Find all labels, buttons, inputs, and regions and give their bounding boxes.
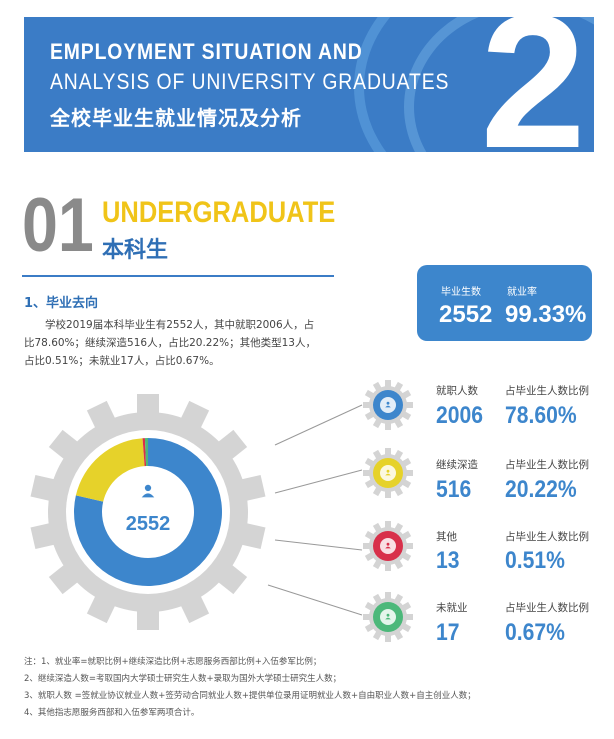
person-icon [385, 617, 391, 620]
note-line: 2、继续深造人数=考取国内大学硕士研究生人数+录取为国外大学硕士研究生人数； [24, 674, 342, 684]
person-icon [386, 469, 390, 473]
donut-slice [73, 438, 222, 587]
ratio-label: 占毕业生人数比例 [505, 531, 589, 543]
category-label: 继续深造 [436, 459, 478, 471]
small-gear-center [380, 465, 396, 481]
donut-slice [144, 438, 148, 467]
graduates-label: 毕业生数 [441, 287, 481, 298]
category-label: 未就业 [436, 602, 468, 614]
connector-line [267, 584, 363, 616]
big-gear-tooth [137, 608, 159, 630]
big-gear-tooth [137, 394, 159, 416]
person-icon [385, 405, 391, 408]
summary-card: 毕业生数 2552 就业率 99.33% [417, 265, 592, 341]
small-gear-tooth [385, 592, 391, 602]
category-label: 就职人数 [436, 385, 478, 397]
small-gear-tooth [385, 420, 391, 430]
title-en-line1: EMPLOYMENT SITUATION AND [50, 39, 363, 64]
decorative-arc [354, 17, 594, 152]
donut-slice [142, 438, 147, 467]
person-icon [386, 613, 390, 617]
ratio-label: 占毕业生人数比例 [505, 602, 589, 614]
chapter-number: 2 [480, 17, 586, 152]
small-gear-tooth [385, 632, 391, 642]
header-banner: 2 EMPLOYMENT SITUATION AND ANALYSIS OF U… [24, 17, 594, 152]
title-cn: 全校毕业生就业情况及分析 [50, 106, 302, 130]
note-line: 4、其他指志愿服务西部和入伍参军两项合计。 [24, 708, 200, 718]
category-ratio: 0.51% [505, 547, 565, 574]
category-label: 其他 [436, 531, 457, 543]
ratio-label: 占毕业生人数比例 [505, 459, 589, 471]
ratio-label: 占毕业生人数比例 [505, 385, 589, 397]
note-line: 注：1、就业率=就职比例+继续深造比例+志愿服务西部比例+入伍参军比例； [24, 657, 322, 667]
small-gear-center [380, 397, 396, 413]
person-icon [385, 473, 391, 476]
connector-line [274, 469, 363, 494]
category-count: 2006 [436, 402, 483, 429]
subsection-paragraph: 学校2019届本科毕业生有2552人，其中就职2006人，占比78.60%；继续… [24, 319, 316, 367]
small-gear-tooth [385, 448, 391, 458]
note-line: 3、就职人数 =签就业协议就业人数+签劳动合同就业人数+提供单位录用证明就业人数… [24, 691, 476, 701]
rate-label: 就业率 [507, 287, 537, 298]
small-gear-tooth [385, 521, 391, 531]
small-gear-tooth [385, 380, 391, 390]
divider [22, 275, 334, 277]
title-en-line2: ANALYSIS OF UNIVERSITY GRADUATES [50, 69, 450, 94]
small-gear-tooth [385, 561, 391, 571]
category-ratio: 0.67% [505, 619, 565, 646]
small-gear-center [380, 609, 396, 625]
category-count: 516 [436, 476, 472, 503]
subsection-heading: 1、毕业去向 [24, 296, 99, 311]
graduates-value: 2552 [439, 301, 493, 328]
person-icon [386, 542, 390, 546]
section-number: 01 [22, 183, 94, 268]
small-gear-center [380, 538, 396, 554]
donut-center [106, 470, 190, 554]
category-count: 17 [436, 619, 460, 646]
connector-line [274, 539, 363, 551]
category-ratio: 78.60% [505, 402, 577, 429]
connector-line [274, 404, 363, 446]
category-count: 13 [436, 547, 460, 574]
person-icon [385, 546, 391, 549]
notes: 注：1、就业率=就职比例+继续深造比例+志愿服务西部比例+入伍参军比例； 2、继… [24, 654, 476, 722]
person-icon [386, 401, 390, 405]
person-icon [144, 484, 152, 492]
decorative-arc [404, 17, 594, 152]
donut-slice [75, 438, 145, 502]
rate-value: 99.33% [505, 301, 587, 328]
section-title-cn: 本科生 [102, 238, 169, 263]
category-ratio: 20.22% [505, 476, 577, 503]
small-gear-tooth [385, 488, 391, 498]
donut-center-value: 2552 [126, 513, 171, 535]
section-title-en: UNDERGRADUATE [102, 196, 336, 229]
person-icon [141, 493, 155, 498]
